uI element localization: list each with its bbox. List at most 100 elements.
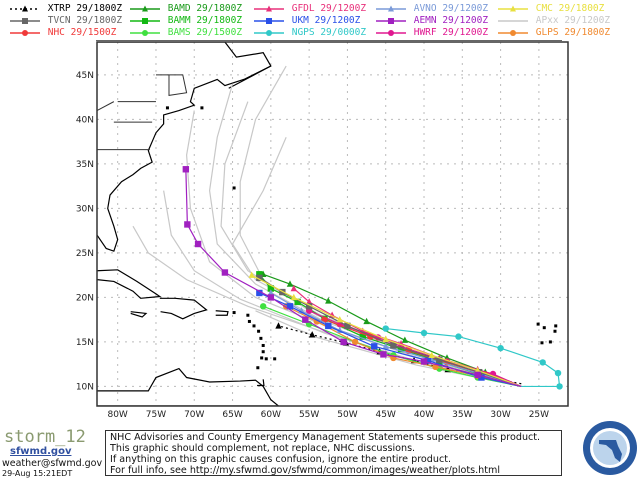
square-marker bbox=[256, 271, 263, 278]
coastline bbox=[97, 367, 280, 406]
island bbox=[553, 329, 557, 333]
disclaimer-line: This graphic should complement, not repl… bbox=[110, 443, 416, 454]
square-marker bbox=[436, 356, 443, 363]
island bbox=[246, 313, 250, 317]
square-marker bbox=[380, 351, 387, 358]
island bbox=[540, 341, 544, 345]
legend-item-glps: GLPS 29/1800Z bbox=[496, 27, 610, 39]
legend-model-time: 29/1800Z bbox=[76, 15, 123, 26]
lat-tick-label: 35N bbox=[76, 160, 94, 170]
square-marker bbox=[388, 17, 394, 24]
site-link[interactable]: sfwmd.gov bbox=[10, 446, 72, 457]
track-ukm bbox=[256, 289, 522, 388]
island bbox=[536, 322, 540, 326]
legend-item-avno: AVNO 29/1200Z bbox=[374, 3, 488, 15]
legend-line-icon bbox=[254, 29, 284, 36]
legend-model-time: 29/1800Z bbox=[196, 3, 243, 14]
legend-line-icon bbox=[254, 5, 284, 11]
triangle-marker bbox=[388, 5, 394, 11]
triangle-marker bbox=[401, 336, 409, 343]
legend-item-tvcn: TVCN 29/1800Z bbox=[8, 15, 122, 27]
island bbox=[252, 324, 256, 328]
square-marker bbox=[478, 374, 485, 381]
track-line bbox=[132, 225, 522, 388]
sfwmd-seal-logo bbox=[583, 421, 637, 475]
legend-line-icon bbox=[10, 5, 40, 11]
square-marker bbox=[359, 333, 366, 340]
lon-tick-label: 55W bbox=[299, 410, 319, 420]
circle-marker bbox=[382, 325, 389, 332]
square-marker bbox=[305, 303, 313, 310]
circle-marker bbox=[554, 369, 562, 377]
disclaimer-box: NHC Advisories and County Emergency Mana… bbox=[105, 430, 562, 476]
track-cmc bbox=[248, 271, 522, 387]
square-marker bbox=[194, 240, 202, 248]
square-marker bbox=[286, 303, 294, 310]
legend-item-hwrf: HWRF 29/1200Z bbox=[374, 27, 488, 39]
track-tvcn bbox=[256, 274, 522, 387]
square-marker bbox=[420, 358, 428, 365]
legend-model-name: BAMD bbox=[162, 3, 197, 14]
track-line bbox=[259, 277, 522, 387]
coastline bbox=[257, 379, 265, 387]
legend-line-icon bbox=[130, 5, 160, 11]
legend-item-nhc: NHC 29/1500Z bbox=[8, 27, 116, 39]
state-border bbox=[155, 74, 188, 96]
legend-model-time: 29/1800Z bbox=[196, 15, 243, 26]
legend-item-apxx: APxx 29/1200Z bbox=[496, 15, 610, 27]
disclaimer-line[interactable]: For full info, see http://my.sfwmd.gov/s… bbox=[110, 465, 501, 476]
lon-tick-label: 50W bbox=[337, 410, 357, 420]
triangle-marker bbox=[382, 335, 389, 342]
legend-item-cmc: CMC 29/1800Z bbox=[496, 3, 604, 15]
island bbox=[256, 366, 260, 370]
track-line bbox=[385, 327, 561, 388]
island bbox=[247, 319, 251, 323]
square-marker bbox=[302, 316, 309, 323]
lat-tick-label: 30N bbox=[76, 204, 94, 214]
square-marker bbox=[256, 274, 263, 282]
legend-model-time: 29/1800Z bbox=[76, 3, 123, 14]
triangle-marker bbox=[510, 5, 516, 11]
square-marker bbox=[256, 289, 263, 297]
legend-model-name: GLPS bbox=[530, 27, 565, 38]
triangle-marker bbox=[305, 298, 313, 305]
lat-tick-label: 45N bbox=[76, 71, 94, 81]
triangle-marker bbox=[275, 322, 282, 329]
lat-tick-label: 40N bbox=[76, 115, 94, 125]
island bbox=[264, 357, 268, 361]
square-marker bbox=[325, 322, 332, 330]
legend-model-name: TVCN bbox=[42, 15, 77, 26]
island bbox=[542, 326, 546, 330]
square-marker bbox=[142, 17, 148, 24]
legend-model-time: 29/1200Z bbox=[442, 15, 489, 26]
track-ngps bbox=[382, 325, 563, 390]
track-aemn bbox=[182, 166, 522, 388]
legend-model-name: NHC bbox=[42, 27, 71, 38]
legend-model-name: AVNO bbox=[408, 3, 443, 14]
track-apxx bbox=[186, 110, 522, 387]
lat-tick-label: 10N bbox=[76, 382, 94, 392]
lon-tick-label: 80W bbox=[107, 410, 127, 420]
legend-model-name: NGPS bbox=[286, 27, 321, 38]
coastline bbox=[215, 310, 229, 316]
lat-tick-label: 25N bbox=[76, 249, 94, 259]
triangle-marker bbox=[309, 331, 316, 338]
legend-model-name: BAMS bbox=[162, 27, 197, 38]
legend-model-time: 29/1200Z bbox=[442, 3, 489, 14]
lon-tick-label: 75W bbox=[146, 410, 166, 420]
coastline bbox=[97, 269, 162, 299]
legend-line-icon bbox=[376, 29, 406, 36]
legend-model-name: GFDL bbox=[286, 3, 321, 14]
legend-item-ukm: UKM 29/1200Z bbox=[252, 15, 360, 27]
lon-tick-label: 45W bbox=[376, 410, 396, 420]
lat-tick-label: 15N bbox=[76, 338, 94, 348]
legend-line-icon bbox=[10, 17, 40, 24]
track-apxx bbox=[132, 225, 522, 388]
legend-item-bamm: BAMM 29/1800Z bbox=[128, 15, 242, 27]
triangle-marker bbox=[286, 280, 294, 287]
legend-item-ngps: NGPS 29/0000Z bbox=[252, 27, 366, 39]
island bbox=[261, 350, 265, 354]
island bbox=[259, 336, 263, 340]
island bbox=[232, 311, 236, 315]
